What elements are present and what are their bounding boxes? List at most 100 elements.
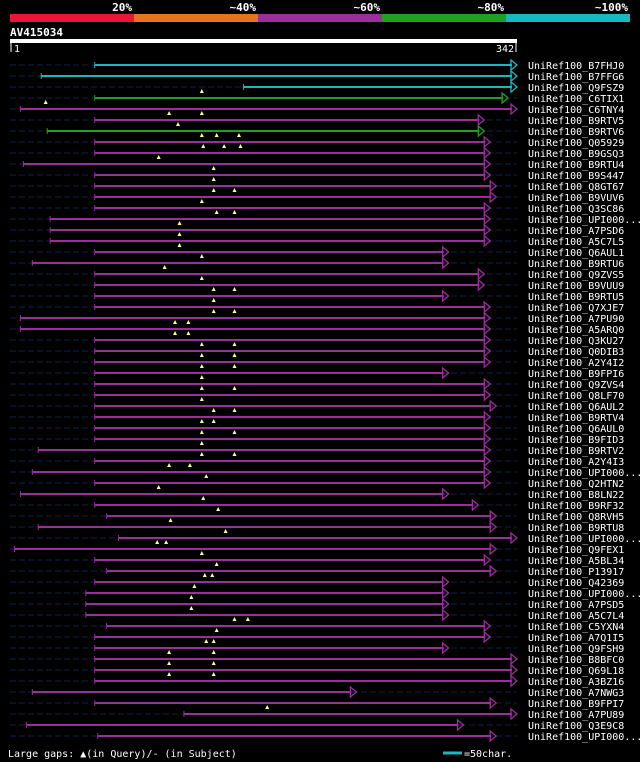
hit-row[interactable]: UniRef100_B9FID3 [10, 430, 624, 446]
hit-label[interactable]: UniRef100_UPI000... [528, 589, 640, 600]
hit-row[interactable]: UniRef100_B9S447 [10, 166, 624, 182]
hit-label[interactable]: UniRef100_Q9ZVS5 [528, 270, 624, 281]
hit-row[interactable]: UniRef100_C6TNY4 [10, 100, 624, 116]
hit-row[interactable]: UniRef100_C6TIX1 [10, 89, 624, 105]
hit-label[interactable]: UniRef100_A2Y4I2 [528, 358, 624, 369]
hit-label[interactable]: UniRef100_Q6AUL1 [528, 248, 624, 259]
hit-label[interactable]: UniRef100_Q9FSZ9 [528, 83, 624, 94]
hit-label[interactable]: UniRef100_Q2HTN2 [528, 479, 624, 490]
hit-label[interactable]: UniRef100_P13917 [528, 567, 624, 578]
hit-label[interactable]: UniRef100_Q6AUL0 [528, 424, 624, 435]
hit-label[interactable]: UniRef100_Q9FEX1 [528, 545, 624, 556]
hit-label[interactable]: UniRef100_Q3SC86 [528, 204, 624, 215]
hit-label[interactable]: UniRef100_B9FPI7 [528, 699, 624, 710]
hit-label[interactable]: UniRef100_Q9FSH9 [528, 644, 624, 655]
hit-label[interactable]: UniRef100_B9RTV4 [528, 413, 624, 424]
hit-label[interactable]: UniRef100_A5ARQ0 [528, 325, 624, 336]
hit-label[interactable]: UniRef100_Q8RVH5 [528, 512, 624, 523]
hit-row[interactable]: UniRef100_B9VUU9 [10, 276, 624, 292]
hit-row[interactable]: UniRef100_Q6AUL2 [10, 397, 624, 413]
hit-label[interactable]: UniRef100_UPI000... [528, 732, 640, 743]
hit-label[interactable]: UniRef100_UPI000... [528, 534, 640, 545]
hit-label[interactable]: UniRef100_B9RTU8 [528, 523, 624, 534]
hit-row[interactable]: UniRef100_A7PU89 [10, 705, 624, 721]
hit-row[interactable]: UniRef100_Q0DIB3 [10, 342, 624, 358]
hit-label[interactable]: UniRef100_B9RTU6 [528, 259, 624, 270]
hit-label[interactable]: UniRef100_B9S447 [528, 171, 624, 182]
hit-label[interactable]: UniRef100_B7FFG6 [528, 72, 624, 83]
hit-row[interactable]: UniRef100_UPI000... [10, 529, 640, 545]
hit-row[interactable]: UniRef100_B9RTU8 [10, 518, 624, 534]
hit-label[interactable]: UniRef100_Q6AUL2 [528, 402, 624, 413]
hit-label[interactable]: UniRef100_A5C7L5 [528, 237, 624, 248]
hit-label[interactable]: UniRef100_Q8LF70 [528, 391, 624, 402]
hit-row[interactable]: UniRef100_B9RTV5 [10, 111, 624, 127]
hit-label[interactable]: UniRef100_A7PSD6 [528, 226, 624, 237]
hit-label[interactable]: UniRef100_B9RTV2 [528, 446, 624, 457]
hit-label[interactable]: UniRef100_A7PU90 [528, 314, 624, 325]
hit-row[interactable]: UniRef100_B9RTU6 [10, 254, 624, 270]
hit-row[interactable]: UniRef100_Q9FEX1 [10, 540, 624, 556]
hit-row[interactable]: UniRef100_Q2HTN2 [10, 474, 624, 490]
hit-label[interactable]: UniRef100_A3BZ16 [528, 677, 624, 688]
hit-label[interactable]: UniRef100_A7PSD5 [528, 600, 624, 611]
hit-label[interactable]: UniRef100_A5BL34 [528, 556, 624, 567]
hit-label[interactable]: UniRef100_Q3E9C8 [528, 721, 624, 732]
hit-row[interactable]: UniRef100_UPI000... [10, 210, 640, 226]
hit-row[interactable]: UniRef100_B9RTV4 [10, 408, 624, 424]
hit-row[interactable]: UniRef100_A7PSD6 [10, 221, 624, 237]
hit-row[interactable]: UniRef100_Q69L18 [10, 661, 624, 677]
hit-row[interactable]: UniRef100_B9RTV6 [10, 122, 624, 138]
hit-row[interactable]: UniRef100_Q7XJE7 [10, 298, 624, 314]
hit-row[interactable]: UniRef100_A7PU90 [10, 309, 624, 325]
hit-label[interactable]: UniRef100_B9RTU4 [528, 160, 624, 171]
hit-row[interactable]: UniRef100_A2Y4I2 [10, 353, 624, 369]
hit-row[interactable]: UniRef100_Q9FSH9 [10, 639, 624, 655]
hit-row[interactable]: UniRef100_Q9ZVS4 [10, 375, 624, 391]
hit-row[interactable]: UniRef100_B9FPI6 [10, 364, 624, 380]
hit-label[interactable]: UniRef100_B9VUV6 [528, 193, 624, 204]
hit-label[interactable]: UniRef100_B9FPI6 [528, 369, 624, 380]
hit-label[interactable]: UniRef100_UPI000... [528, 215, 640, 226]
hit-row[interactable]: UniRef100_Q3SC86 [10, 199, 624, 215]
hit-label[interactable]: UniRef100_Q8GT67 [528, 182, 624, 193]
hit-row[interactable]: UniRef100_Q6AUL1 [10, 243, 624, 259]
hit-row[interactable]: UniRef100_Q9ZVS5 [10, 265, 624, 281]
hit-label[interactable]: UniRef100_A2Y4I3 [528, 457, 624, 468]
hit-row[interactable]: UniRef100_Q05929 [10, 133, 624, 149]
hit-label[interactable]: UniRef100_A7Q1I5 [528, 633, 624, 644]
hit-row[interactable]: UniRef100_A7PSD5 [10, 595, 624, 611]
hit-label[interactable]: UniRef100_C6TIX1 [528, 94, 624, 105]
hit-label[interactable]: UniRef100_B9GSQ3 [528, 149, 624, 160]
hit-label[interactable]: UniRef100_B8BFC0 [528, 655, 624, 666]
hit-row[interactable]: UniRef100_UPI000... [10, 729, 640, 743]
hit-row[interactable]: UniRef100_UPI000... [10, 463, 640, 479]
hit-label[interactable]: UniRef100_Q9ZVS4 [528, 380, 624, 391]
hit-row[interactable]: UniRef100_B9GSQ3 [10, 144, 624, 160]
hit-label[interactable]: UniRef100_Q3KU27 [528, 336, 624, 347]
hit-row[interactable]: UniRef100_A3BZ16 [10, 672, 624, 688]
hit-row[interactable]: UniRef100_Q3E9C8 [10, 718, 624, 732]
hit-label[interactable]: UniRef100_B9RTV5 [528, 116, 624, 127]
hit-row[interactable]: UniRef100_B9RTU5 [10, 287, 624, 303]
hit-row[interactable]: UniRef100_Q3KU27 [10, 331, 624, 347]
hit-label[interactable]: UniRef100_Q7XJE7 [528, 303, 624, 314]
hit-row[interactable]: UniRef100_Q9FSZ9 [10, 80, 624, 94]
hit-row[interactable]: UniRef100_UPI000... [10, 584, 640, 600]
hit-label[interactable]: UniRef100_B8LN22 [528, 490, 624, 501]
hit-row[interactable]: UniRef100_B7FHJ0 [10, 58, 624, 72]
hit-row[interactable]: UniRef100_Q8GT67 [10, 177, 624, 193]
hit-row[interactable]: UniRef100_A5C7L5 [10, 232, 624, 248]
hit-row[interactable]: UniRef100_P13917 [10, 562, 624, 578]
hit-row[interactable]: UniRef100_B9RF32 [10, 496, 624, 512]
hit-label[interactable]: UniRef100_Q69L18 [528, 666, 624, 677]
hit-row[interactable]: UniRef100_B9RTV2 [10, 441, 624, 457]
hit-label[interactable]: UniRef100_B7FHJ0 [528, 61, 624, 72]
hit-label[interactable]: UniRef100_A7PU89 [528, 710, 624, 721]
hit-row[interactable]: UniRef100_Q8LF70 [10, 386, 624, 402]
hit-label[interactable]: UniRef100_Q42369 [528, 578, 624, 589]
hit-row[interactable]: UniRef100_B9RTU4 [10, 155, 624, 171]
hit-row[interactable]: UniRef100_B8LN22 [10, 485, 624, 501]
hit-row[interactable]: UniRef100_A5ARQ0 [10, 320, 624, 336]
hit-label[interactable]: UniRef100_B9RTV6 [528, 127, 624, 138]
